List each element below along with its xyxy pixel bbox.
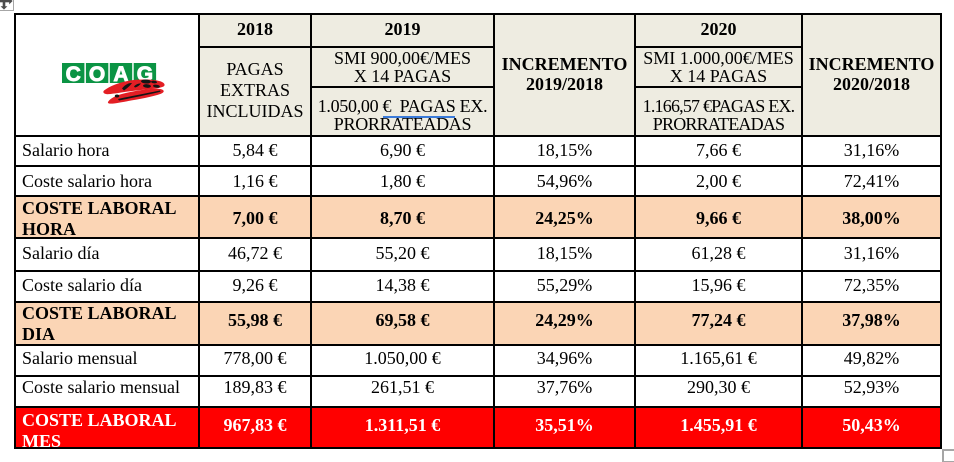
svg-text:C: C bbox=[66, 63, 81, 86]
svg-text:O: O bbox=[89, 63, 105, 86]
svg-text:A: A bbox=[113, 63, 128, 86]
